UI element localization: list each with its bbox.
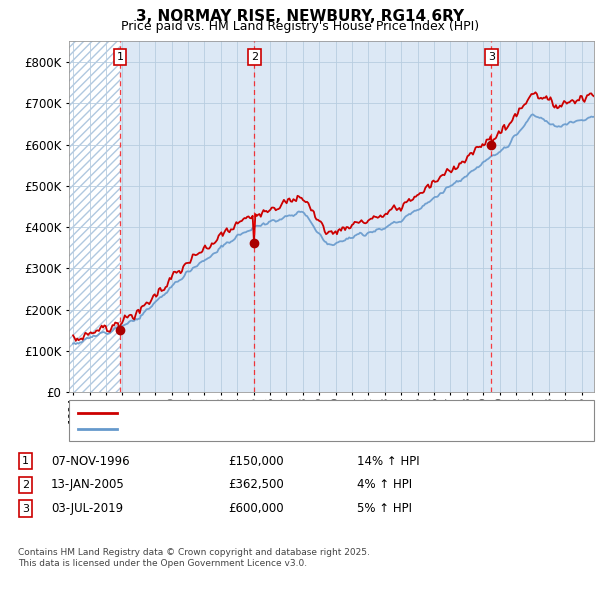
Text: Contains HM Land Registry data © Crown copyright and database right 2025.: Contains HM Land Registry data © Crown c…	[18, 548, 370, 557]
Text: £362,500: £362,500	[228, 478, 284, 491]
Text: 4% ↑ HPI: 4% ↑ HPI	[357, 478, 412, 491]
Text: 2: 2	[22, 480, 29, 490]
Text: £150,000: £150,000	[228, 455, 284, 468]
Text: 3: 3	[488, 52, 495, 62]
Text: £600,000: £600,000	[228, 502, 284, 515]
Text: 3: 3	[22, 504, 29, 513]
Text: 1: 1	[22, 457, 29, 466]
Text: Price paid vs. HM Land Registry's House Price Index (HPI): Price paid vs. HM Land Registry's House …	[121, 20, 479, 33]
Text: 3, NORMAY RISE, NEWBURY, RG14 6RY (detached house): 3, NORMAY RISE, NEWBURY, RG14 6RY (detac…	[123, 408, 447, 418]
Text: 2: 2	[251, 52, 258, 62]
Text: This data is licensed under the Open Government Licence v3.0.: This data is licensed under the Open Gov…	[18, 559, 307, 568]
Bar	[69, 41, 120, 392]
Text: 07-NOV-1996: 07-NOV-1996	[51, 455, 130, 468]
Text: 14% ↑ HPI: 14% ↑ HPI	[357, 455, 419, 468]
Text: 5% ↑ HPI: 5% ↑ HPI	[357, 502, 412, 515]
Text: HPI: Average price, detached house, West Berkshire: HPI: Average price, detached house, West…	[123, 424, 420, 434]
Text: 13-JAN-2005: 13-JAN-2005	[51, 478, 125, 491]
Text: 3, NORMAY RISE, NEWBURY, RG14 6RY: 3, NORMAY RISE, NEWBURY, RG14 6RY	[136, 9, 464, 24]
Text: 1: 1	[116, 52, 124, 62]
Text: 03-JUL-2019: 03-JUL-2019	[51, 502, 123, 515]
